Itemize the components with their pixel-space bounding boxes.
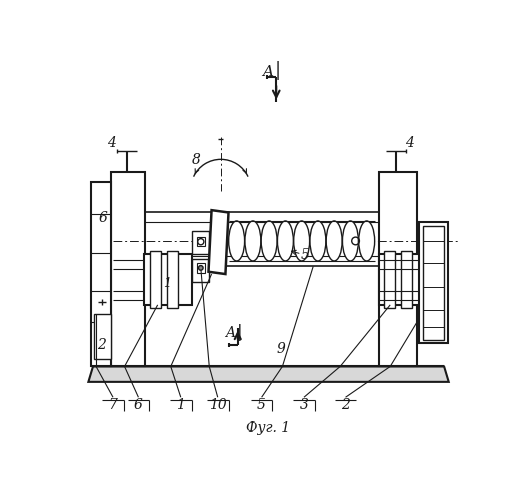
Text: 5: 5 <box>257 398 266 412</box>
Text: 2: 2 <box>341 398 350 412</box>
Text: 6: 6 <box>99 211 107 225</box>
Ellipse shape <box>310 221 326 261</box>
Text: 6: 6 <box>134 398 143 412</box>
Bar <box>94 314 111 359</box>
Text: 3: 3 <box>300 398 309 412</box>
Text: 9: 9 <box>277 342 285 356</box>
Text: |: | <box>275 62 281 80</box>
Ellipse shape <box>228 221 245 261</box>
Bar <box>197 264 205 272</box>
Ellipse shape <box>343 221 358 261</box>
Text: A: A <box>225 326 235 340</box>
Bar <box>379 172 417 366</box>
Ellipse shape <box>277 221 293 261</box>
Bar <box>422 226 444 340</box>
Ellipse shape <box>359 221 375 261</box>
Ellipse shape <box>326 221 342 261</box>
Text: 1: 1 <box>177 398 185 412</box>
Bar <box>192 258 209 282</box>
Text: 8: 8 <box>192 153 201 167</box>
Bar <box>401 251 412 308</box>
Bar <box>419 222 448 344</box>
Text: 10: 10 <box>209 398 226 412</box>
Text: 7: 7 <box>108 398 117 412</box>
Text: 2: 2 <box>97 338 106 352</box>
Bar <box>379 254 423 305</box>
Ellipse shape <box>261 221 277 261</box>
Ellipse shape <box>245 221 261 261</box>
Polygon shape <box>209 210 228 274</box>
Bar <box>112 172 145 366</box>
Bar <box>384 251 395 308</box>
Bar <box>150 251 161 308</box>
Text: A: A <box>263 64 274 78</box>
Ellipse shape <box>293 221 310 261</box>
Text: |: | <box>237 324 243 341</box>
Text: 4: 4 <box>405 136 414 150</box>
Bar <box>92 182 112 366</box>
Bar <box>192 231 209 254</box>
Bar <box>197 237 205 246</box>
Text: 1: 1 <box>163 277 171 290</box>
Bar <box>144 254 192 305</box>
Polygon shape <box>89 366 449 382</box>
Text: Фуг. 1: Фуг. 1 <box>246 421 291 435</box>
Text: 4: 4 <box>107 136 116 150</box>
Bar <box>167 251 178 308</box>
Text: 5: 5 <box>301 248 310 262</box>
Circle shape <box>199 266 203 270</box>
